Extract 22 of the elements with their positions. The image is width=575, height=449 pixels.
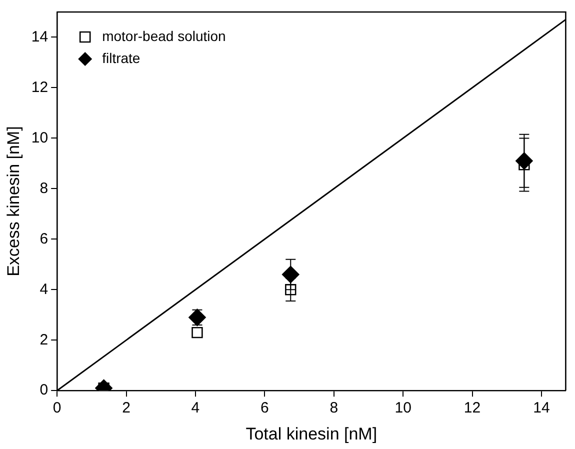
x-tick-label: 12 bbox=[464, 400, 481, 417]
legend-label: filtrate bbox=[102, 50, 140, 66]
x-tick-label: 6 bbox=[260, 400, 269, 417]
x-tick-label: 14 bbox=[533, 400, 550, 417]
y-tick-label: 0 bbox=[40, 382, 48, 399]
y-tick-label: 4 bbox=[40, 280, 48, 298]
x-tick-label: 2 bbox=[122, 400, 130, 417]
y-tick-label: 12 bbox=[31, 78, 48, 96]
x-tick-label: 10 bbox=[394, 400, 412, 417]
x-tick-label: 0 bbox=[52, 400, 62, 417]
y-tick-label: 10 bbox=[31, 129, 48, 146]
y-tick-label: 14 bbox=[31, 28, 48, 46]
point bbox=[192, 326, 203, 338]
y-tick-label: 6 bbox=[40, 230, 48, 248]
point bbox=[188, 308, 206, 326]
y-tick-label: 2 bbox=[40, 331, 48, 348]
y-tick-label: 8 bbox=[40, 180, 48, 197]
legend-label: motor-bead solution bbox=[102, 28, 226, 44]
x-axis-title: Total kinesin [nM] bbox=[246, 424, 378, 444]
x-tick-label: 4 bbox=[191, 400, 200, 417]
x-tick-label: 8 bbox=[330, 400, 338, 417]
y-axis-title: Excess kinesin [nM] bbox=[4, 126, 23, 276]
